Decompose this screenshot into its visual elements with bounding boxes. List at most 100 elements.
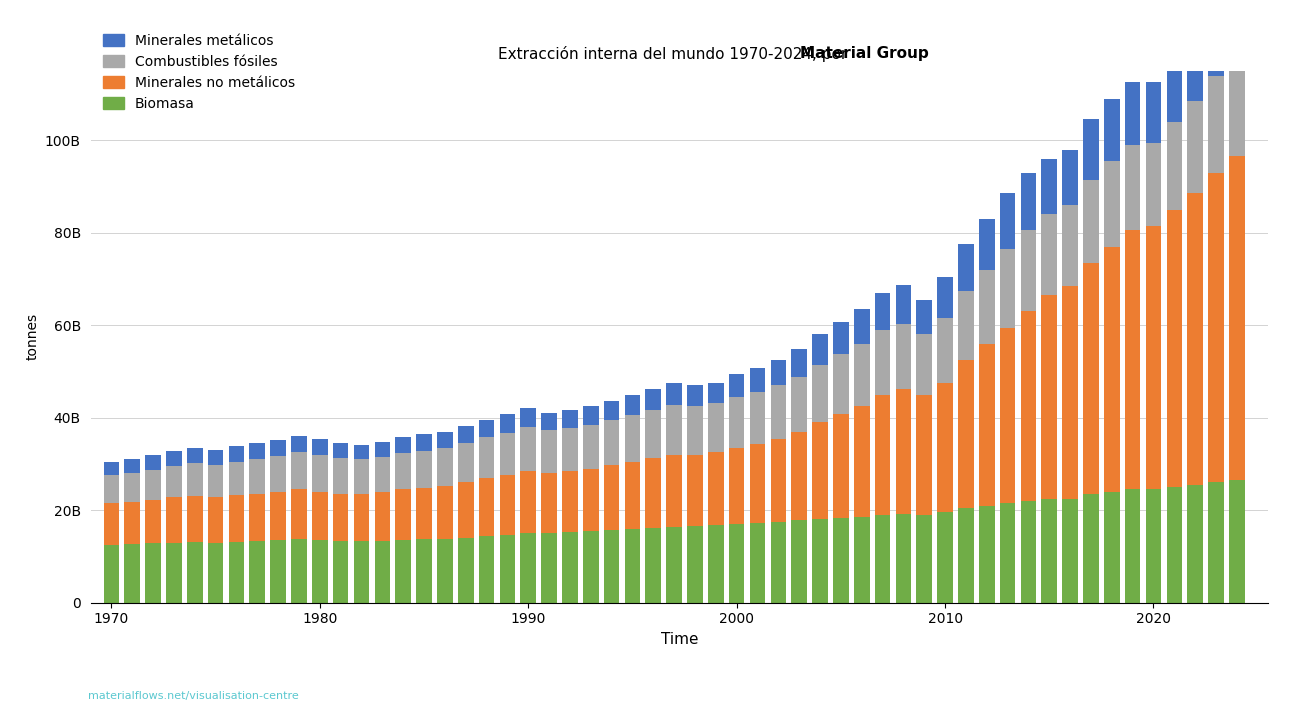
Bar [1000, 194, 1016, 249]
Bar [1229, 55, 1245, 157]
Bar [604, 465, 620, 530]
Bar [208, 497, 224, 542]
Bar [417, 450, 432, 488]
Bar [895, 389, 911, 514]
Bar [562, 411, 577, 428]
Text: Material Group: Material Group [800, 46, 928, 61]
Bar [770, 385, 787, 438]
Bar [1209, 482, 1224, 603]
Bar [916, 395, 932, 515]
Bar [333, 443, 348, 459]
Bar [479, 478, 494, 535]
Bar [625, 462, 641, 529]
Bar [875, 515, 890, 603]
Bar [916, 335, 932, 395]
Bar [833, 414, 849, 518]
Bar [813, 364, 828, 423]
Bar [229, 542, 245, 603]
Bar [1083, 119, 1099, 179]
Bar [396, 453, 411, 489]
Bar [958, 508, 974, 603]
Bar [625, 529, 641, 603]
Bar [1083, 263, 1099, 494]
Bar [1083, 494, 1099, 603]
Bar [291, 436, 307, 452]
Bar [1124, 489, 1140, 603]
Bar [333, 459, 348, 494]
Bar [1166, 122, 1183, 210]
Bar [729, 448, 744, 524]
Bar [708, 383, 723, 403]
Bar [124, 502, 140, 545]
Bar [1021, 501, 1036, 603]
Bar [145, 455, 160, 470]
Bar [687, 454, 703, 526]
Bar [1188, 34, 1203, 101]
Bar [813, 520, 828, 603]
Bar [312, 454, 327, 491]
Bar [374, 492, 391, 541]
Bar [353, 494, 369, 541]
Bar [666, 384, 682, 406]
Bar [584, 531, 599, 603]
Bar [270, 491, 286, 540]
Bar [1062, 498, 1078, 603]
Bar [1104, 99, 1119, 161]
Bar [916, 515, 932, 603]
Bar [1083, 179, 1099, 263]
Bar [895, 285, 911, 324]
Bar [980, 219, 995, 269]
Text: available at:: available at: [10, 691, 83, 701]
Text: Extracción interna del mundo 1970-2024, por: Extracción interna del mundo 1970-2024, … [498, 46, 853, 62]
Bar [687, 526, 703, 603]
Bar [1229, 480, 1245, 603]
Bar [1021, 230, 1036, 311]
Bar [541, 473, 556, 533]
Bar [312, 491, 327, 540]
Bar [729, 397, 744, 448]
Bar [1188, 194, 1203, 485]
Bar [604, 401, 620, 420]
Bar [646, 410, 661, 459]
Bar [437, 539, 453, 603]
Bar [104, 476, 119, 503]
Bar [854, 517, 870, 603]
Legend: Minerales metálicos, Combustibles fósiles, Minerales no metálicos, Biomasa: Minerales metálicos, Combustibles fósile… [97, 28, 300, 116]
Bar [980, 344, 995, 506]
Bar [646, 389, 661, 410]
Bar [1000, 503, 1016, 603]
Bar [499, 535, 515, 603]
Bar [1104, 491, 1119, 603]
Bar [1145, 489, 1161, 603]
Bar [104, 462, 119, 476]
Bar [499, 474, 515, 535]
Bar [708, 452, 723, 525]
Bar [687, 385, 703, 406]
Bar [166, 497, 181, 542]
Bar [1229, 157, 1245, 480]
Bar [1000, 249, 1016, 328]
Bar [1124, 82, 1140, 145]
Bar [1021, 172, 1036, 230]
Bar [895, 514, 911, 603]
Bar [541, 413, 556, 430]
Bar [813, 423, 828, 520]
Bar [604, 420, 620, 465]
Bar [417, 540, 432, 603]
Bar [1042, 214, 1057, 295]
Bar [250, 493, 265, 541]
Bar [1166, 210, 1183, 487]
Bar [166, 466, 181, 497]
Bar [291, 540, 307, 603]
Bar [1021, 311, 1036, 501]
Bar [792, 377, 807, 432]
Bar [1229, 0, 1245, 55]
Bar [937, 513, 952, 603]
Bar [770, 360, 787, 385]
Bar [687, 406, 703, 454]
Bar [145, 470, 160, 500]
Bar [250, 459, 265, 493]
Bar [854, 344, 870, 406]
Bar [458, 538, 474, 603]
Bar [374, 457, 391, 492]
